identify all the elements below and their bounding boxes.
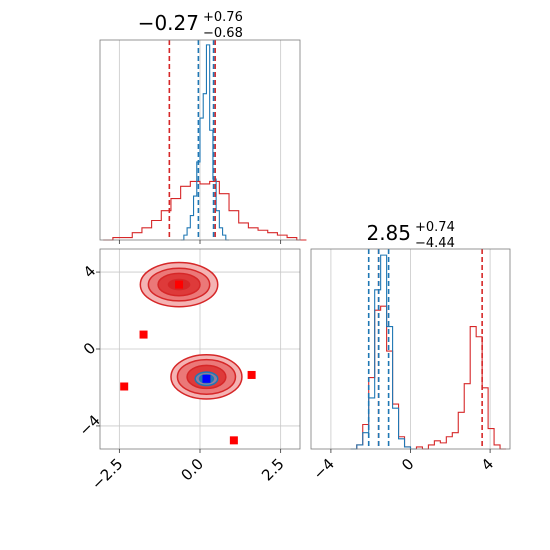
x-tick-label: 0.0 [177,455,207,485]
red-square-marker [139,330,148,339]
x-tick-label: 4 [478,455,497,474]
red-square-marker [120,382,129,391]
red-square-marker [229,436,238,445]
bottom-left-contour-panel: −2.5 0.0 2.5−404 [75,248,301,493]
red-square-marker [247,370,256,379]
bottom-right-title-upper: +0.74 [415,220,455,235]
x-tick-label: −4 [310,455,338,483]
top-left-title-upper: +0.76 [203,10,243,25]
top-left-histogram-panel [99,39,307,244]
red-square-marker [175,280,184,289]
bottom-right-histogram-panel: −4 0 4 [310,248,511,483]
blue-histogram-step [350,254,417,450]
bottom-right-title-lower: −4.44 [415,236,455,251]
blue-square-marker [202,374,211,383]
red-histogram-step [350,305,507,450]
y-tick-label: −4 [75,411,103,439]
bottom-right-title-value: 2.85 [366,221,411,245]
blue-histogram-step [180,44,230,241]
x-tick-label: 0 [398,455,417,474]
top-left-title-value: −0.27 [138,11,199,35]
top-left-title-lower: −0.68 [203,26,243,41]
x-tick-label: −2.5 [88,455,126,493]
red-histogram-step [103,180,307,241]
x-tick-label: 2.5 [258,455,288,485]
